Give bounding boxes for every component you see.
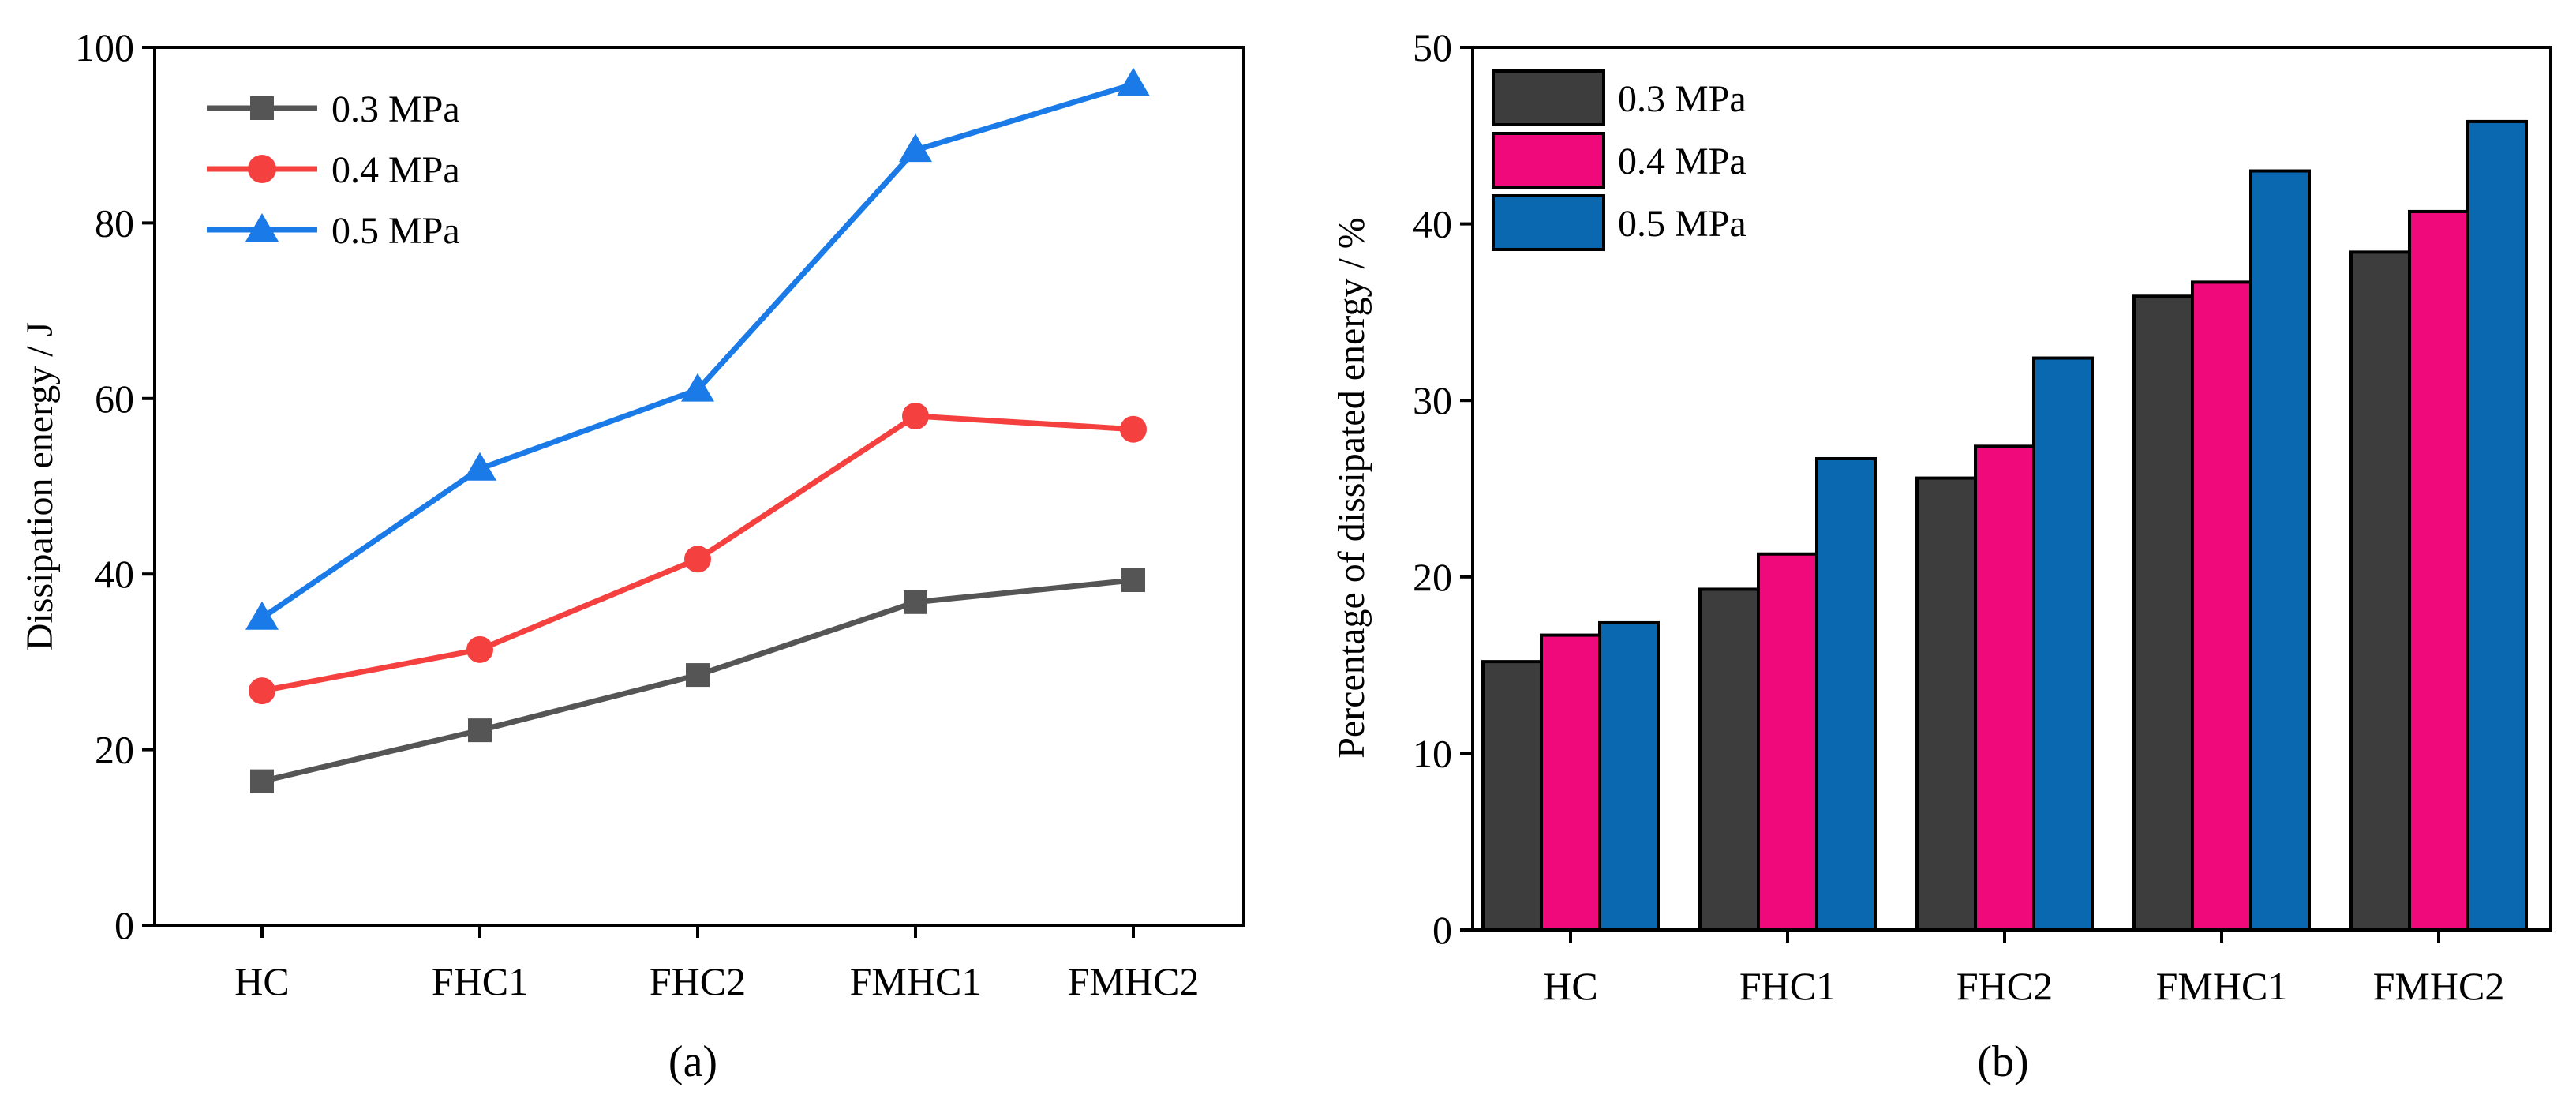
chart-a-y-tick-label: 80 <box>95 201 134 245</box>
data-point <box>686 663 710 688</box>
bar-HC-0.3-MPa <box>1481 660 1543 932</box>
bar-FHC1-0.4-MPa <box>1757 552 1818 932</box>
bar-HC-0.5-MPa <box>1598 620 1660 932</box>
chart-a-legend: 0.3 MPa 0.4 MPa 0.5 MPa <box>207 88 460 252</box>
chart-b-y-tick-label: 50 <box>1413 25 1452 69</box>
chart-a-plot-frame <box>153 46 1245 927</box>
chart-b-y-axis-label: Percentage of dissipated energy / % <box>1331 217 1372 759</box>
chart-b-y-tick-label: 0 <box>1432 908 1452 952</box>
bar-FMHC1-0.5-MPa <box>2249 169 2311 932</box>
chart-b-y-tick-label: 30 <box>1413 378 1452 422</box>
bar-FHC2-0.3-MPa <box>1915 476 1977 932</box>
legend-a-0.3-marker <box>250 96 274 120</box>
data-point <box>250 769 274 793</box>
legend-b-0.3-label: 0.3 MPa <box>1618 78 1747 120</box>
data-point <box>684 546 711 573</box>
legend-b-0.3-swatch <box>1492 69 1605 126</box>
chart-b-x-axis: HC FHC1 FHC2 FMHC1 FMHC2 <box>1543 930 2504 1008</box>
chart-b-y-tick-label: 20 <box>1413 555 1452 599</box>
chart-b-x-tick-label: FHC1 <box>1739 964 1836 1008</box>
bar-FMHC2-0.3-MPa <box>2349 250 2411 932</box>
chart-a: 0 20 40 60 80 100 HC FHC1 FHC2 FMHC1 FMHC2 Dissip… <box>19 25 1245 1086</box>
legend-a-0.5-label: 0.5 MPa <box>331 210 460 252</box>
legend-a-0.4-label: 0.4 MPa <box>331 149 460 191</box>
chart-a-y-tick-label: 60 <box>95 377 134 421</box>
chart-a-x-tick-label: FMHC1 <box>850 959 982 1003</box>
chart-b: 0 10 20 30 40 50 HC FHC1 FHC2 FMHC1 FMHC2 Percent… <box>1331 25 2552 1086</box>
chart-a-y-tick-label: 0 <box>114 903 134 947</box>
chart-b-y-tick-label: 10 <box>1413 731 1452 775</box>
data-point <box>1120 415 1147 443</box>
bar-HC-0.4-MPa <box>1540 633 1601 932</box>
chart-b-y-tick-label: 40 <box>1413 202 1452 246</box>
chart-a-y-tick-label: 40 <box>95 552 134 596</box>
chart-b-y-axis: 0 10 20 30 40 50 <box>1413 25 1473 952</box>
chart-b-x-tick-label: FHC2 <box>1956 964 2053 1008</box>
chart-a-y-axis: 0 20 40 60 80 100 <box>75 25 155 947</box>
chart-b-x-tick-label: FMHC2 <box>2373 964 2505 1008</box>
bar-FMHC2-0.4-MPa <box>2408 209 2469 932</box>
bar-FHC2-0.4-MPa <box>1974 444 2035 932</box>
legend-a-0.5-marker <box>245 213 279 242</box>
legend-a-0.4-marker <box>248 155 276 183</box>
chart-a-series <box>245 67 1150 793</box>
chart-b-bars <box>1481 119 2528 932</box>
data-point <box>1121 568 1145 592</box>
legend-b-0.4-swatch <box>1492 132 1605 189</box>
chart-a-x-axis: HC FHC1 FHC2 FMHC1 FMHC2 <box>234 925 1199 1003</box>
bar-FMHC2-0.5-MPa <box>2466 119 2528 932</box>
bar-FHC2-0.5-MPa <box>2032 356 2094 932</box>
bar-FMHC1-0.4-MPa <box>2191 280 2252 932</box>
legend-b-0.4-label: 0.4 MPa <box>1618 141 1747 182</box>
data-point <box>899 133 932 163</box>
chart-a-y-axis-label: Dissipation energy / J <box>19 322 61 650</box>
chart-a-y-tick-label: 100 <box>75 25 134 69</box>
chart-b-x-tick-label: HC <box>1543 964 1597 1008</box>
chart-b-caption: (b) <box>1977 1037 2028 1086</box>
data-point <box>463 452 496 481</box>
chart-a-y-tick-label: 20 <box>95 728 134 772</box>
data-point <box>466 635 493 663</box>
legend-b-0.5-swatch <box>1492 194 1605 251</box>
chart-a-caption: (a) <box>668 1037 717 1086</box>
data-point <box>904 590 927 614</box>
chart-b-x-tick-label: FMHC1 <box>2156 964 2288 1008</box>
data-point <box>245 601 279 630</box>
legend-a-0.3-label: 0.3 MPa <box>331 88 460 130</box>
chart-a-x-tick-label: FHC1 <box>432 959 528 1003</box>
bar-FMHC1-0.3-MPa <box>2132 294 2194 932</box>
legend-b-0.5-label: 0.5 MPa <box>1618 203 1747 245</box>
data-point <box>681 373 714 402</box>
chart-a-x-tick-label: FMHC2 <box>1068 959 1200 1003</box>
data-point <box>902 403 929 430</box>
data-point <box>468 718 492 743</box>
chart-b-legend: 0.3 MPa 0.4 MPa 0.5 MPa <box>1492 69 1747 251</box>
data-point <box>1117 67 1150 96</box>
bar-FHC1-0.3-MPa <box>1698 587 1760 932</box>
chart-a-x-tick-label: HC <box>234 959 289 1003</box>
data-point <box>249 677 275 705</box>
bar-FHC1-0.5-MPa <box>1815 456 1877 932</box>
chart-a-x-tick-label: FHC2 <box>650 959 746 1003</box>
